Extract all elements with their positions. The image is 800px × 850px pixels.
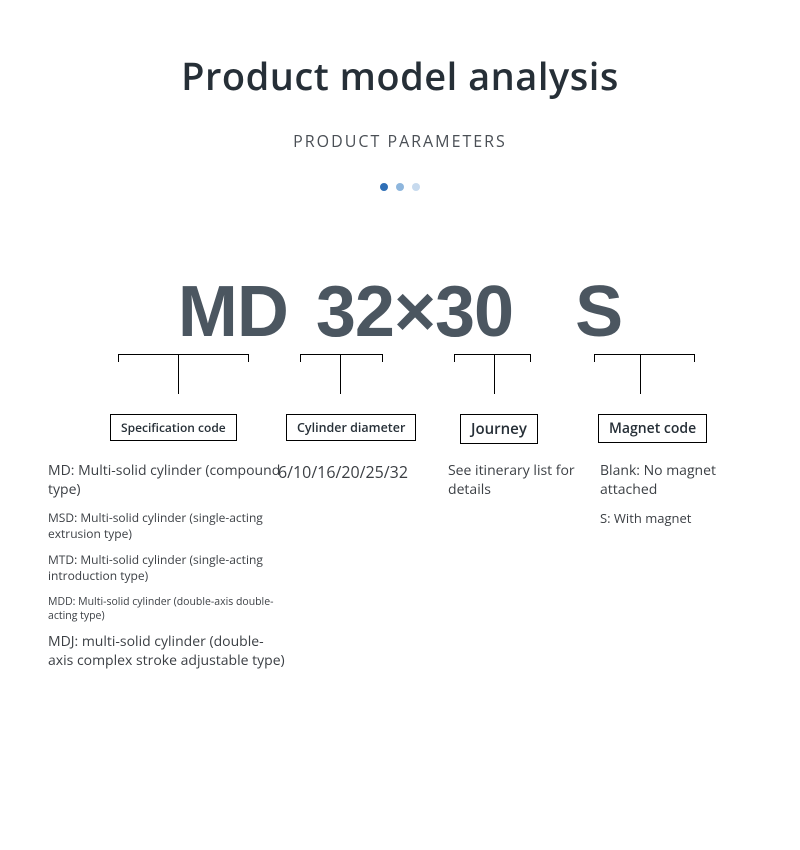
label-row: Specification code Cylinder diameter Journ… (0, 414, 800, 450)
desc-journey: See itinerary list for details (448, 462, 598, 510)
bracket-row (0, 354, 800, 414)
desc-spec: MD: Multi-solid cylinder (compound type)… (48, 462, 288, 681)
code-segment-2: S (575, 276, 622, 348)
page-title: Product model analysis (0, 50, 800, 102)
label-diameter: Cylinder diameter (286, 414, 416, 441)
dot-0 (380, 183, 388, 191)
code-segment-0: MD (178, 276, 288, 348)
desc-magnet: Blank: No magnet attachedS: With magnet (600, 462, 760, 537)
label-spec: Specification code (110, 414, 237, 441)
label-journey: Journey (460, 414, 538, 444)
desc-diameter: 6/10/16/20/25/32 (278, 462, 438, 494)
page-subtitle: PRODUCT PARAMETERS (0, 130, 800, 152)
indicator-dots (0, 174, 800, 196)
dot-1 (396, 183, 404, 191)
model-code-row: MD 32×30 S (0, 276, 800, 348)
label-magnet: Magnet code (598, 414, 707, 443)
dot-2 (412, 183, 420, 191)
code-segment-1: 32×30 (316, 276, 513, 348)
